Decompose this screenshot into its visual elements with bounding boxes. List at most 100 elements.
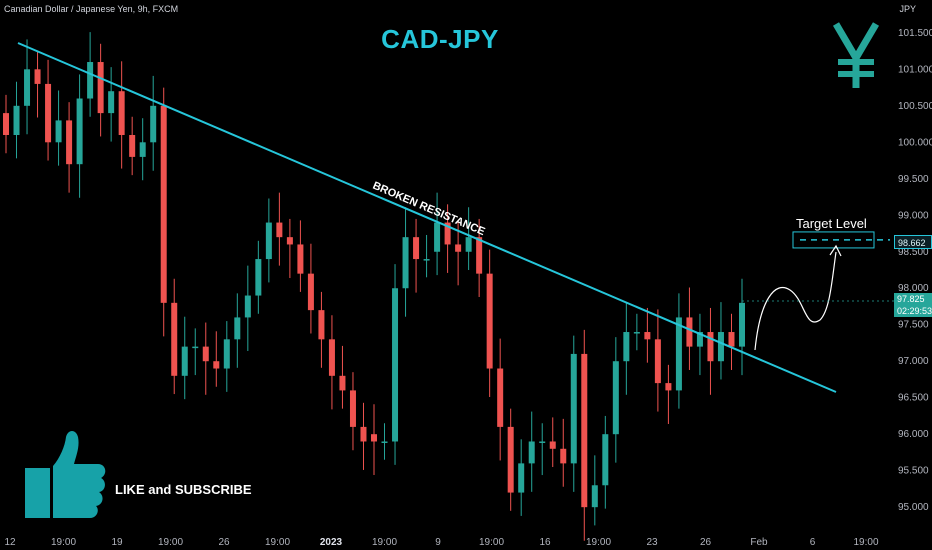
- candle-body: [24, 69, 31, 106]
- candle-body: [286, 237, 293, 245]
- trendline-layer: BROKEN RESISTANCE: [17, 42, 894, 393]
- candle-body: [66, 120, 73, 165]
- candle-body: [560, 448, 567, 464]
- symbol-description[interactable]: Canadian Dollar / Japanese Yen, 9h, FXCM: [4, 4, 179, 14]
- price-tick-label: 99.000: [898, 210, 929, 221]
- candle-body: [255, 259, 262, 296]
- candle-body: [549, 441, 556, 449]
- price-tick-label: 96.500: [898, 393, 929, 404]
- candle-body: [223, 339, 230, 369]
- candle-body: [612, 361, 619, 435]
- price-tick-label: 95.500: [898, 466, 929, 477]
- time-tick-label: 26: [700, 537, 712, 548]
- price-tick-label: 96.000: [898, 429, 929, 440]
- price-tick-label: 101.000: [898, 64, 932, 75]
- yen-icon: [832, 22, 880, 88]
- candle-body: [150, 105, 157, 143]
- candle-body: [423, 259, 430, 261]
- candle-body: [696, 332, 703, 347]
- candle-body: [139, 142, 146, 157]
- candle-body: [602, 434, 609, 486]
- candle-body: [202, 346, 209, 362]
- candle-body: [728, 332, 735, 347]
- candle-body: [171, 302, 178, 376]
- candle-body: [76, 98, 83, 165]
- target-level-label: Target Level: [796, 216, 867, 231]
- candle-body: [392, 288, 399, 442]
- price-axis[interactable]: 95.000 95.500 96.000 96.500 97.000 97.500 98.0…: [898, 28, 932, 513]
- candles-layer: [3, 32, 745, 541]
- time-tick-label: 19:00: [479, 537, 504, 548]
- trendline-label: BROKEN RESISTANCE: [371, 180, 487, 238]
- candle-body: [402, 237, 409, 289]
- candle-body: [507, 426, 514, 493]
- candle-body: [476, 237, 483, 274]
- candle-body: [34, 69, 41, 84]
- price-tick-label: 100.000: [898, 137, 932, 148]
- candle-body: [328, 339, 335, 376]
- candle-body: [97, 62, 104, 114]
- candle-body: [244, 295, 251, 318]
- price-tick-label: 99.500: [898, 174, 929, 185]
- time-tick-label: 16: [539, 537, 551, 548]
- candle-body: [55, 120, 62, 143]
- candle-body: [234, 317, 241, 340]
- candle-body: [118, 91, 125, 135]
- candle-body: [307, 273, 314, 311]
- candle-body: [665, 383, 672, 391]
- time-tick-label: 26: [218, 537, 230, 548]
- candle-body: [434, 222, 441, 252]
- candle-body: [371, 434, 377, 442]
- candle-body: [213, 361, 220, 369]
- time-tick-label: 19:00: [158, 537, 183, 548]
- decor-layer: [25, 22, 880, 518]
- projection-path: [754, 251, 837, 351]
- time-tick-label: 19:00: [586, 537, 611, 548]
- candle-body: [160, 105, 167, 303]
- price-tick-label: 98.000: [898, 283, 929, 294]
- candle-body: [581, 353, 588, 508]
- candle-body: [654, 339, 661, 384]
- candle-body: [276, 222, 283, 238]
- price-tick-label: 98.500: [898, 247, 929, 258]
- time-tick-label: 19:00: [51, 537, 76, 548]
- resistance-trendline: [17, 42, 837, 393]
- time-tick-label: 9: [435, 537, 441, 548]
- candle-body: [539, 441, 546, 443]
- time-axis[interactable]: 12 19:00 19 19:00 26 19:00 2023 19:00 9 19:00 16 19…: [4, 537, 879, 548]
- candle-body: [455, 244, 462, 252]
- price-tick-label: 101.500: [898, 28, 932, 39]
- candle-body: [129, 135, 136, 157]
- candle-body: [318, 310, 325, 340]
- candle-body: [265, 222, 272, 260]
- candle-body: [108, 91, 115, 114]
- candle-body: [349, 390, 356, 427]
- candle-body: [675, 317, 682, 391]
- candle-body: [528, 441, 535, 464]
- candle-body: [644, 332, 651, 340]
- candle-body: [497, 368, 504, 427]
- currency-label: JPY: [899, 4, 916, 14]
- candle-body: [87, 62, 94, 99]
- candle-body: [486, 273, 493, 369]
- projection-arrowhead: [829, 244, 842, 257]
- candle-body: [192, 346, 199, 349]
- time-tick-label: 12: [4, 537, 16, 548]
- target-price-tag: 98.662: [894, 235, 932, 249]
- countdown-tag: 02:29:53: [894, 305, 932, 317]
- candle-body: [465, 237, 472, 252]
- candle-body: [360, 426, 367, 442]
- price-tick-label: 97.000: [898, 356, 929, 367]
- candle-body: [339, 375, 346, 391]
- candle-body: [381, 441, 388, 443]
- candle-body: [717, 332, 724, 362]
- time-tick-label: 23: [646, 537, 658, 548]
- candle-body: [3, 113, 9, 135]
- candle-body: [633, 332, 640, 334]
- current-price-tag: 97.825: [894, 293, 932, 305]
- thumbs-up-icon: [25, 431, 106, 518]
- candle-body: [570, 353, 577, 464]
- candle-body: [591, 485, 598, 508]
- candle-body: [297, 244, 304, 274]
